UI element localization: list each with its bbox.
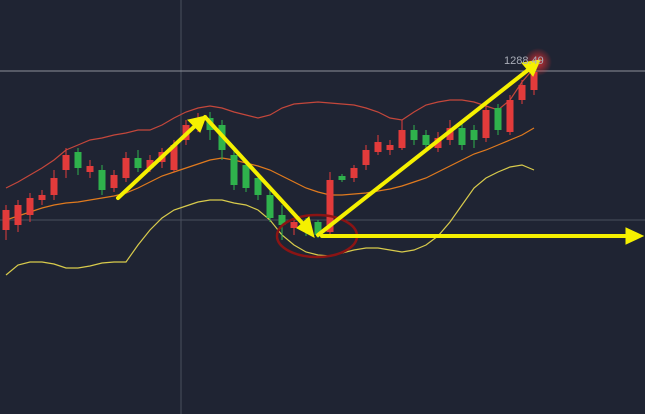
candle-body — [26, 198, 34, 215]
arrow — [116, 123, 198, 200]
arrowhead — [187, 115, 207, 133]
arrowhead — [625, 227, 645, 245]
arrowhead — [521, 59, 541, 77]
annotations — [116, 48, 645, 259]
band-line — [5, 67, 535, 189]
candle-body — [14, 205, 22, 225]
candle-body — [134, 158, 142, 168]
candle-body — [470, 130, 478, 140]
arrowhead — [296, 216, 315, 238]
arrow — [316, 68, 530, 237]
candle-body — [2, 210, 10, 230]
candle-body — [446, 128, 454, 140]
candle-body — [62, 155, 70, 170]
candle-body — [482, 110, 490, 138]
candle-body — [386, 145, 394, 150]
candle-body — [38, 195, 46, 200]
candle-body — [506, 100, 514, 132]
arrow — [203, 115, 307, 228]
candle-body — [518, 85, 526, 100]
price-label: 1288.49 — [504, 55, 544, 67]
candle-body — [398, 130, 406, 148]
candle-body — [266, 195, 274, 218]
candle-body — [278, 215, 286, 225]
candle-body — [350, 168, 358, 178]
candle-body — [98, 170, 106, 190]
candle-body — [458, 128, 466, 145]
candle-body — [494, 108, 502, 130]
candle-body — [242, 165, 250, 188]
band-line — [5, 127, 535, 221]
candle-body — [338, 176, 346, 180]
arrows — [116, 59, 645, 245]
candle-body — [122, 158, 130, 178]
candle-body — [290, 222, 298, 228]
candle-body — [230, 155, 238, 185]
candle-body — [374, 142, 382, 152]
candle-body — [362, 150, 370, 165]
candle-body — [314, 222, 322, 235]
candle-body — [170, 145, 178, 170]
candle-body — [86, 166, 94, 172]
candle-body — [410, 130, 418, 140]
candle-body — [74, 152, 82, 168]
candle-body — [422, 135, 430, 145]
candle-body — [50, 178, 58, 195]
candle-body — [110, 175, 118, 188]
candle-body — [530, 72, 538, 90]
candle-body — [146, 160, 154, 168]
candle-body — [326, 180, 334, 232]
candle-body — [254, 178, 262, 195]
